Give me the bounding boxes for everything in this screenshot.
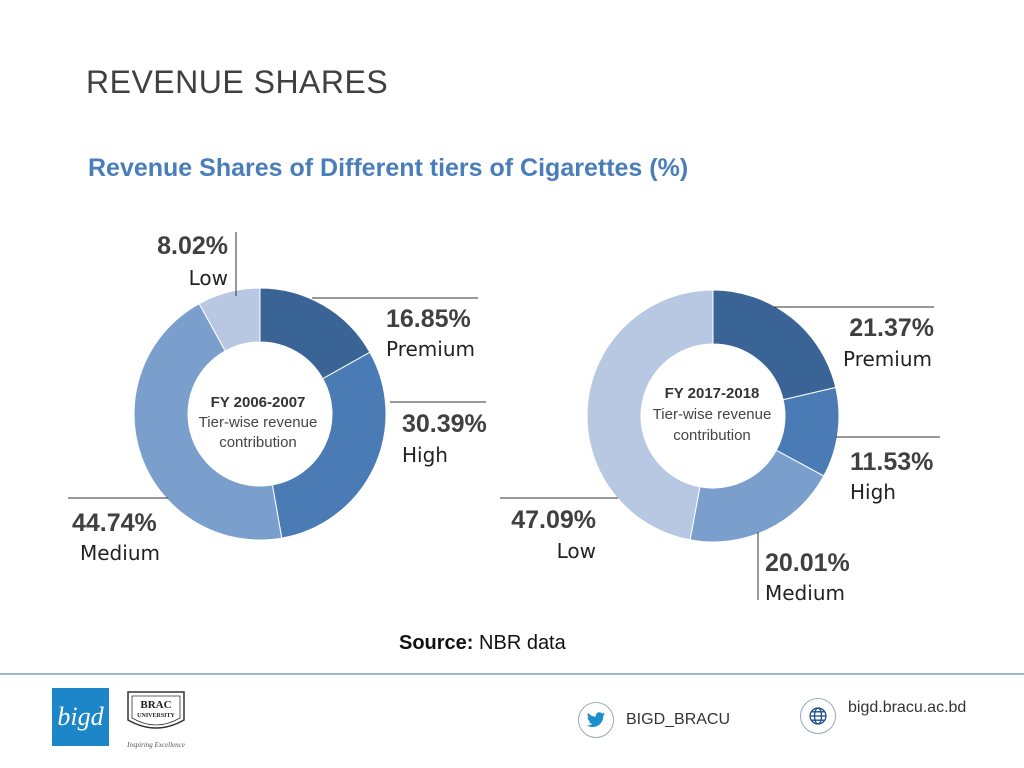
label-tier-premium-2017: Premium [843,347,932,371]
label-tier-medium-2006: Medium [80,541,160,565]
label-tier-medium-2017: Medium [765,581,845,605]
label-value-medium-2017: 20.01% [765,549,850,577]
label-tier-high-2006: High [402,443,448,467]
label-value-high-2017: 11.53% [850,448,933,476]
label-value-high-2006: 30.39% [402,410,487,438]
label-tier-high-2017: High [850,480,896,504]
center-line2-2017: contribution [673,427,751,444]
brac-logo-tagline: Inspiring Excellence [126,741,185,749]
label-tier-low-2017: Low [557,539,596,563]
label-tier-premium-2006: Premium [386,337,475,361]
brac-logo-line2: UNIVERSITY [137,713,175,719]
center-line1-2017: Tier-wise revenue [653,406,772,423]
twitter-handle: BIGD_BRACU [626,711,731,728]
center-line2-2006: contribution [219,434,297,451]
source-note: Source: NBR data [399,632,566,655]
label-value-premium-2017: 21.37% [849,314,934,342]
brac-university-logo: BRAC UNIVERSITY Inspiring Excellence [126,691,185,749]
source-label: Source: [399,632,474,654]
bigd-logo: bigd [52,688,109,746]
donut-chart-fy2006 [133,287,387,541]
label-value-low-2017: 47.09% [511,506,596,534]
brac-shield-inner [131,695,181,726]
donut-chart-fy2017 [586,289,840,543]
bigd-logo-text: bigd [57,702,104,731]
center-title-2017: FY 2017-2018 [665,385,760,402]
footer-divider [0,673,1024,675]
center-title-2006: FY 2006-2007 [211,394,306,411]
slide-title: REVENUE SHARES [86,64,389,100]
donut-hole-2017 [641,344,785,488]
globe-icon [800,698,836,734]
brac-shield-shape [127,691,185,729]
label-tier-low-2006: Low [189,266,228,290]
website-url: bigd.bracu.ac.bd [848,699,967,716]
twitter-link[interactable]: BIGD_BRACU [578,702,730,738]
donut-charts: 8.02% Low 16.85% Premium 30.39% High 44.… [68,232,940,605]
twitter-icon [578,702,614,738]
label-value-premium-2006: 16.85% [386,305,471,333]
center-line1-2006: Tier-wise revenue [199,414,318,431]
source-value: NBR data [479,632,566,654]
website-link[interactable]: bigd.bracu.ac.bd [800,698,966,734]
label-value-low-2006: 8.02% [157,232,228,260]
chart-subtitle: Revenue Shares of Different tiers of Cig… [88,154,689,182]
donut-hole-2006 [188,342,332,486]
label-value-medium-2006: 44.74% [72,509,157,537]
brac-logo-line1: BRAC [140,699,171,711]
